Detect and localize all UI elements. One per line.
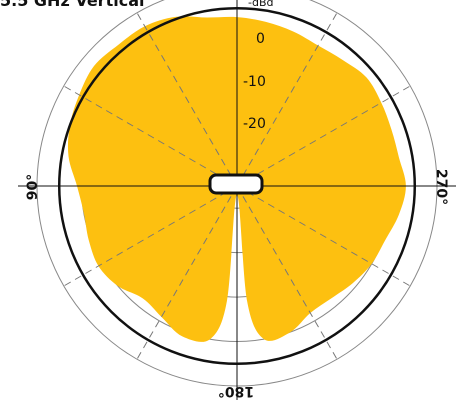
antenna-icon: [208, 173, 264, 195]
angle-label-90: 90°: [25, 174, 41, 200]
angle-label-180: 180°: [218, 383, 254, 399]
chart-title: 5.5 GHz Vertical: [0, 0, 145, 10]
ring-label-20: -20: [243, 116, 266, 132]
angle-spoke: [136, 12, 238, 187]
angle-spoke: [236, 185, 411, 287]
angle-spoke: [236, 12, 338, 187]
angle-spoke: [236, 185, 338, 360]
ring-label-10: -10: [243, 74, 266, 90]
angle-spoke: [63, 85, 238, 187]
angle-label-270: 270°: [433, 169, 449, 205]
angle-spokes: [63, 12, 411, 360]
unit-label: -dBd: [248, 0, 274, 9]
ring-label-0: 0: [256, 31, 265, 47]
angle-spoke: [136, 185, 238, 360]
angle-spoke: [63, 185, 238, 287]
angle-spoke: [236, 85, 411, 187]
